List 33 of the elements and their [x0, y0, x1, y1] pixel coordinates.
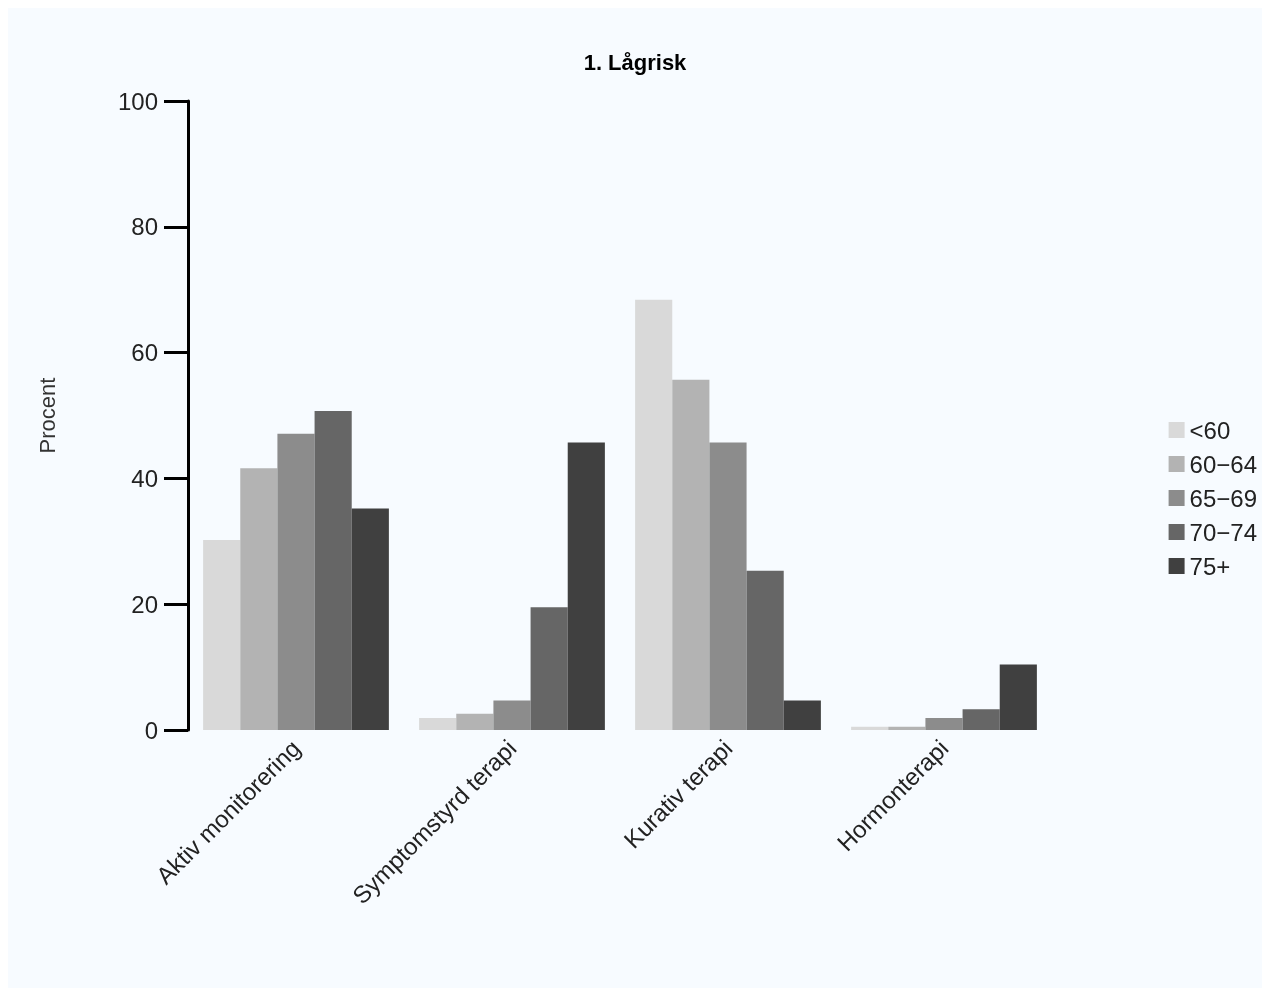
bar — [351, 508, 389, 730]
bar — [419, 718, 457, 730]
y-tick-label: 80 — [131, 213, 158, 241]
bar — [567, 442, 605, 730]
bar — [203, 540, 241, 730]
bar — [783, 700, 821, 730]
chart-title: 1. Lågrisk — [583, 49, 688, 75]
bar — [888, 726, 926, 730]
legend-label: <60 — [1189, 416, 1231, 444]
bar — [530, 607, 568, 730]
y-tick-label: 100 — [117, 87, 158, 115]
bar — [709, 442, 747, 730]
y-tick-label: 0 — [144, 716, 158, 744]
bar — [925, 718, 963, 730]
legend-label: 65−69 — [1189, 484, 1257, 512]
bar — [493, 700, 531, 730]
y-tick-label: 40 — [131, 464, 158, 492]
bar — [999, 664, 1037, 730]
bar — [277, 433, 315, 730]
legend-label: 70−74 — [1189, 518, 1257, 546]
bar — [240, 468, 278, 730]
bar — [851, 726, 889, 730]
y-tick-label: 20 — [131, 590, 158, 618]
y-tick-label: 60 — [131, 339, 158, 367]
bar — [456, 713, 494, 730]
y-axis-title: Procent — [34, 377, 60, 454]
legend-label: 60−64 — [1189, 450, 1257, 478]
bar — [314, 411, 352, 730]
bar — [746, 570, 784, 730]
legend-label: 75+ — [1189, 552, 1231, 580]
bar — [635, 299, 673, 730]
bar — [672, 379, 710, 730]
bar — [962, 709, 1000, 730]
